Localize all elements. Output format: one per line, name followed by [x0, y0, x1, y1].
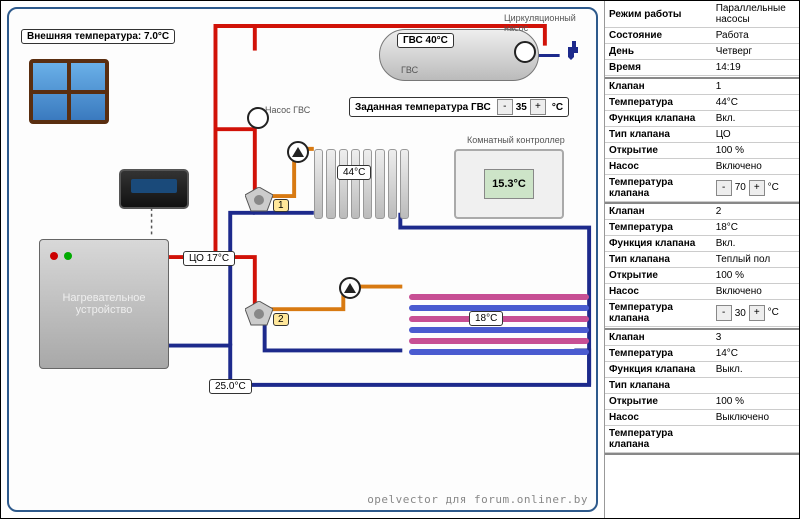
panel-value: 44°C	[712, 94, 799, 110]
panel-label: Тип клапана	[605, 252, 712, 268]
valve1-number: 1	[273, 199, 289, 212]
setpoint-value: 35	[513, 102, 530, 113]
radiator-temp-label: 44°C	[337, 165, 371, 180]
panel-value: Параллельные насосы	[712, 1, 799, 28]
panel-value: 14:19	[712, 60, 799, 76]
panel-value: Включено	[712, 284, 799, 300]
panel-value: Включено	[712, 158, 799, 174]
boiler: Нагревательное устройство	[39, 239, 169, 369]
panel-label: Температура клапана	[605, 425, 712, 452]
panel-label: Открытие	[605, 393, 712, 409]
tap-icon	[564, 39, 588, 63]
panel-label: Открытие	[605, 268, 712, 284]
panel-value: Вкл.	[712, 236, 799, 252]
panel-label: Открытие	[605, 142, 712, 158]
panel-label: Состояние	[605, 28, 712, 44]
stepper-plus-button[interactable]: +	[749, 305, 765, 321]
room-ctrl-label: Комнатный контроллер	[467, 135, 565, 145]
status-table: Режим работыПараллельные насосыСостояние…	[605, 1, 799, 455]
panel-label: Температура	[605, 345, 712, 361]
stepper-minus-button[interactable]: -	[716, 305, 732, 321]
tank-temp-label: ГВС 40°C	[397, 33, 454, 48]
valve-temp-stepper[interactable]: - 30 +	[716, 305, 765, 321]
setpoint-plus-button[interactable]: +	[530, 99, 546, 115]
panel-value: Выключено	[712, 409, 799, 425]
circ-pump-label: Циркуляционный насос	[504, 13, 596, 33]
circ-pump-icon	[514, 41, 536, 63]
return-temp-label: 25.0°C	[209, 379, 252, 394]
panel-value: 3	[712, 329, 799, 346]
room-temp-screen: 15.3°C	[484, 169, 534, 199]
panel-label: День	[605, 44, 712, 60]
panel-label: Тип клапана	[605, 126, 712, 142]
watermark: opelvector для forum.onliner.by	[367, 493, 588, 506]
panel-value: - 70 + °C	[712, 174, 799, 201]
panel-label: Температура клапана	[605, 300, 712, 327]
pump-valve1-icon	[287, 141, 309, 163]
heating-diagram: Внешняя температура: 7.0°C Нагревательно…	[7, 7, 598, 512]
setpoint-row: Заданная температура ГВС - 35 + °C	[349, 97, 569, 117]
panel-value: Вкл.	[712, 110, 799, 126]
valve-2-icon	[245, 301, 273, 329]
panel-value: 1	[712, 78, 799, 95]
valve2-number: 2	[273, 313, 289, 326]
valve-temp-stepper[interactable]: - 70 +	[716, 180, 765, 196]
panel-label: Функция клапана	[605, 110, 712, 126]
gvs-pump-label: Насос ГВС	[265, 105, 310, 115]
panel-label: Насос	[605, 409, 712, 425]
tank-sub-label: ГВС	[401, 65, 418, 75]
panel-label: Режим работы	[605, 1, 712, 28]
controller-device	[119, 169, 189, 209]
setpoint-minus-button[interactable]: -	[497, 99, 513, 115]
window-icon	[29, 59, 109, 124]
panel-label: Функция клапана	[605, 361, 712, 377]
floor-temp-label: 18°C	[469, 311, 503, 326]
gvs-pump-icon	[247, 107, 269, 129]
panel-label: Клапан	[605, 329, 712, 346]
panel-value	[712, 377, 799, 393]
co-temp-label: ЦО 17°C	[183, 251, 235, 266]
panel-value: Теплый пол	[712, 252, 799, 268]
setpoint-stepper[interactable]: - 35 +	[497, 99, 546, 115]
panel-value: Выкл.	[712, 361, 799, 377]
panel-value: - 30 + °C	[712, 300, 799, 327]
radiator	[314, 149, 409, 219]
panel-value	[712, 425, 799, 452]
panel-label: Тип клапана	[605, 377, 712, 393]
status-panel: Режим работыПараллельные насосыСостояние…	[604, 1, 799, 518]
stepper-plus-button[interactable]: +	[749, 180, 765, 196]
panel-label: Клапан	[605, 203, 712, 220]
pump-valve2-icon	[339, 277, 361, 299]
panel-value: Четверг	[712, 44, 799, 60]
panel-value: 100 %	[712, 268, 799, 284]
panel-label: Насос	[605, 284, 712, 300]
panel-value: ЦО	[712, 126, 799, 142]
panel-label: Температура	[605, 94, 712, 110]
panel-label: Функция клапана	[605, 236, 712, 252]
setpoint-label: Заданная температура ГВС	[355, 102, 491, 113]
panel-label: Насос	[605, 158, 712, 174]
panel-value: 100 %	[712, 393, 799, 409]
panel-value: 18°C	[712, 220, 799, 236]
room-controller: 15.3°C	[454, 149, 564, 219]
panel-label: Температура	[605, 220, 712, 236]
outside-temp-label: Внешняя температура: 7.0°C	[21, 29, 175, 44]
panel-value: 100 %	[712, 142, 799, 158]
setpoint-unit: °C	[552, 102, 563, 113]
panel-label: Температура клапана	[605, 174, 712, 201]
valve-1-icon	[245, 187, 273, 215]
panel-value: 2	[712, 203, 799, 220]
panel-value: Работа	[712, 28, 799, 44]
panel-label: Время	[605, 60, 712, 76]
boiler-label: Нагревательное устройство	[46, 292, 162, 316]
panel-value: 14°C	[712, 345, 799, 361]
panel-label: Клапан	[605, 78, 712, 95]
stepper-minus-button[interactable]: -	[716, 180, 732, 196]
